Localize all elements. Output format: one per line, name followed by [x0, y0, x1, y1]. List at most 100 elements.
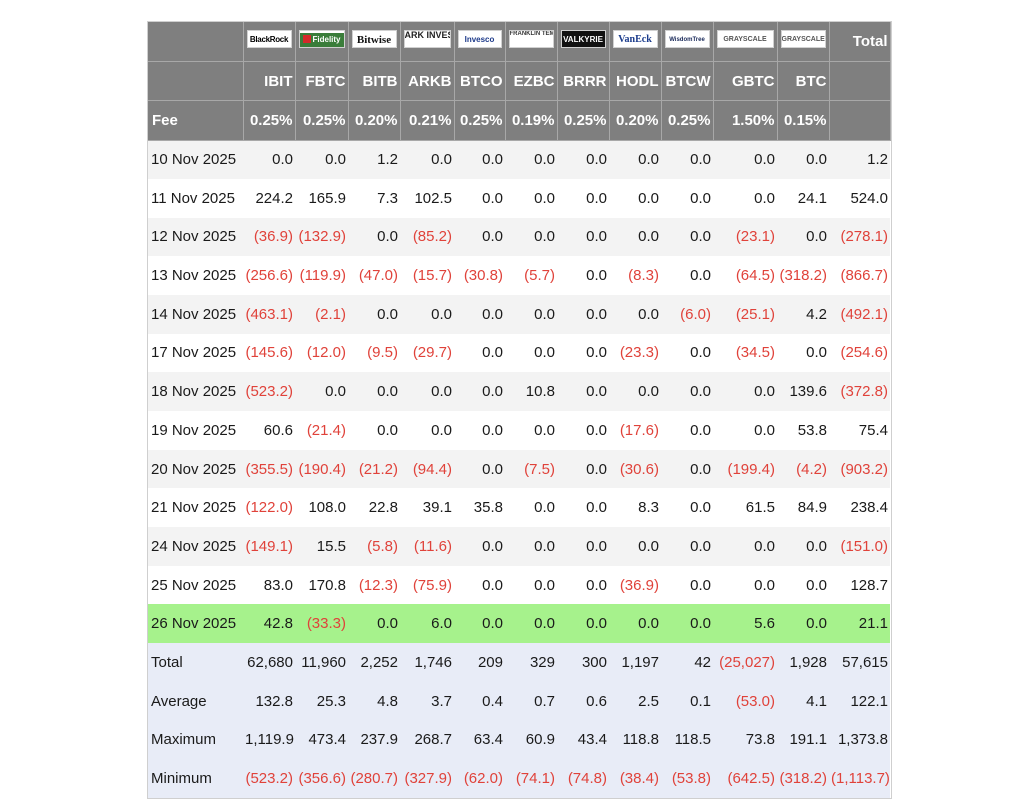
- flow-cell: 102.5: [400, 178, 454, 218]
- flow-cell: 35.8: [454, 488, 505, 528]
- issuer-logo-text: Invesco: [464, 35, 495, 45]
- table-row: 11 Nov 2025 224.2 165.9 7.3 102.5 0.0 0.0 0.0 0.…: [148, 178, 890, 218]
- flow-cell: (145.6): [243, 333, 295, 373]
- flow-cell: 0.0: [661, 449, 713, 489]
- flow-cell: (5.8): [348, 527, 400, 566]
- flow-cell: 0.0: [609, 140, 661, 179]
- flow-cell: 10.8: [505, 372, 557, 411]
- ticker-arkb: ARKB: [400, 61, 455, 102]
- fidelity-flag-icon: [302, 35, 311, 44]
- flow-cell: 0.0: [713, 372, 777, 411]
- row-total: 128.7: [829, 565, 890, 605]
- blackrock-logo-icon: BlackRock: [246, 30, 292, 49]
- flow-cell: 0.0: [557, 256, 609, 295]
- flow-cell: 0.0: [777, 217, 829, 257]
- issuer-logo-text: Bitwise: [356, 34, 392, 47]
- etf-flows-table: BlackRock Fidelity Bitwise ARK INVEST Invesc…: [147, 21, 892, 799]
- flow-cell: 0.0: [505, 410, 557, 450]
- row-total: 75.4: [829, 410, 890, 450]
- flow-cell: 0.0: [454, 372, 505, 411]
- flow-cell: (523.2): [243, 372, 295, 411]
- summary-cell: 209: [454, 643, 505, 682]
- ticker-bitb: BITB: [348, 61, 401, 102]
- flow-cell: 0.0: [609, 527, 661, 566]
- summary-cell: 329: [505, 643, 557, 682]
- flow-cell: 0.0: [454, 140, 505, 179]
- summary-cell: 118.5: [661, 720, 713, 760]
- flow-cell: 0.0: [777, 333, 829, 373]
- issuer-logo-cell: GRAYSCALE: [777, 22, 830, 62]
- fee-ibit: 0.25%: [243, 100, 296, 141]
- row-date: 12 Nov 2025: [148, 217, 243, 257]
- summary-cell: (53.8): [661, 759, 713, 798]
- summary-row: Total 62,680 11,960 2,252 1,746 209 329 300 1,19…: [148, 643, 890, 682]
- summary-total: 122.1: [829, 681, 890, 721]
- ticker-ezbc: EZBC: [505, 61, 558, 102]
- flow-cell: (132.9): [295, 217, 348, 257]
- flow-cell: (318.2): [777, 256, 829, 295]
- summary-cell: 118.8: [609, 720, 661, 760]
- issuer-logo-text: GRAYSCALE: [781, 36, 825, 44]
- summary-cell: 268.7: [400, 720, 454, 760]
- flow-cell: 0.0: [557, 565, 609, 605]
- flow-cell: 0.0: [777, 527, 829, 566]
- row-date: 14 Nov 2025: [148, 294, 243, 334]
- flow-cell: 15.5: [295, 527, 348, 566]
- flow-cell: 0.0: [454, 410, 505, 450]
- issuer-logo-cell: BlackRock: [243, 22, 296, 62]
- flow-cell: (119.9): [295, 256, 348, 295]
- flow-cell: 0.0: [661, 333, 713, 373]
- row-total: 524.0: [829, 178, 890, 218]
- issuer-logo-cell: Invesco: [454, 22, 506, 62]
- summary-cell: 1,197: [609, 643, 661, 682]
- ticker-btc: BTC: [777, 61, 830, 102]
- ticker-fbtc: FBTC: [295, 61, 349, 102]
- flow-cell: (6.0): [661, 294, 713, 334]
- row-total: (903.2): [829, 449, 890, 489]
- flow-cell: (23.3): [609, 333, 661, 373]
- flow-cell: (85.2): [400, 217, 454, 257]
- flow-cell: (47.0): [348, 256, 400, 295]
- valkyrie-logo-icon: VALKYRIE: [560, 30, 606, 49]
- flow-cell: (94.4): [400, 449, 454, 489]
- flow-cell: 0.0: [609, 217, 661, 257]
- flow-cell: 0.0: [713, 565, 777, 605]
- issuer-logo-cell: FRANKLIN TEMPLETON: [505, 22, 558, 62]
- row-date: 10 Nov 2025: [148, 140, 243, 179]
- summary-cell: 237.9: [348, 720, 400, 760]
- corner-cell: [148, 61, 244, 102]
- flow-cell: (12.3): [348, 565, 400, 605]
- summary-cell: (642.5): [713, 759, 777, 798]
- issuer-logo-text: FRANKLIN TEMPLETON: [509, 31, 553, 38]
- flow-cell: 0.0: [713, 178, 777, 218]
- summary-row: Average 132.8 25.3 4.8 3.7 0.4 0.7 0.6 2.5 0.1 (53…: [148, 681, 890, 721]
- flow-cell: 170.8: [295, 565, 348, 605]
- summary-cell: 132.8: [243, 681, 295, 721]
- fee-arkb: 0.21%: [400, 100, 455, 141]
- row-total: (866.7): [829, 256, 890, 295]
- flow-cell: 0.0: [713, 527, 777, 566]
- flow-cell: 0.0: [557, 410, 609, 450]
- flow-cell: (30.6): [609, 449, 661, 489]
- flow-cell: (17.6): [609, 410, 661, 450]
- flow-cell: 108.0: [295, 488, 348, 528]
- flow-cell: 0.0: [505, 527, 557, 566]
- flow-cell: 0.0: [295, 140, 348, 179]
- total-header-blank: [829, 100, 891, 141]
- fidelity-badge: Fidelity: [299, 33, 344, 48]
- summary-label: Minimum: [148, 759, 243, 798]
- summary-cell: 1,746: [400, 643, 454, 682]
- flow-cell: 0.0: [661, 410, 713, 450]
- flow-cell: (4.2): [777, 449, 829, 489]
- flow-cell: (355.5): [243, 449, 295, 489]
- summary-cell: 62,680: [243, 643, 295, 682]
- flow-cell: 0.0: [777, 565, 829, 605]
- flow-cell: 0.0: [243, 140, 295, 179]
- flow-cell: (25.1): [713, 294, 777, 334]
- summary-cell: 42: [661, 643, 713, 682]
- summary-cell: 4.1: [777, 681, 829, 721]
- flow-cell: 0.0: [505, 140, 557, 179]
- table-row: 12 Nov 2025 (36.9) (132.9) 0.0 (85.2) 0.0 0.0 0…: [148, 217, 890, 257]
- flow-cell: 0.0: [661, 256, 713, 295]
- logo-header-row: BlackRock Fidelity Bitwise ARK INVEST Invesc…: [148, 22, 891, 62]
